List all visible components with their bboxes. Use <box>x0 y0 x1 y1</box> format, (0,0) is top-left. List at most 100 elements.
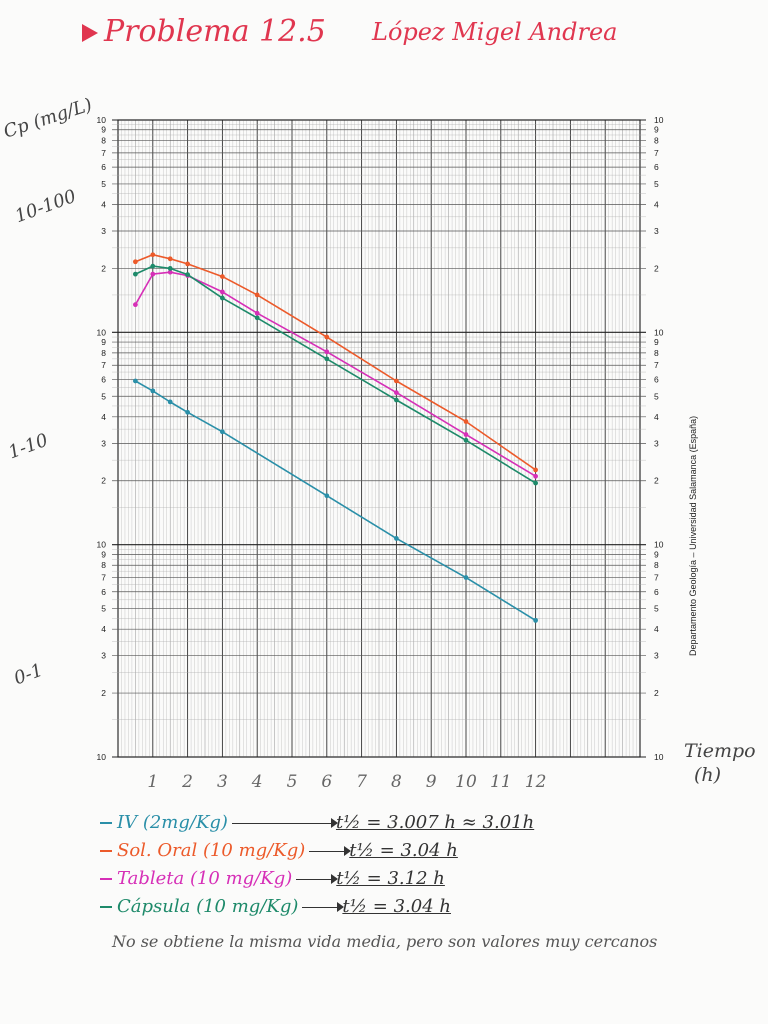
y-tick-label-right: 5 <box>654 391 659 401</box>
y-tick-label-right: 10 <box>654 327 664 337</box>
data-point <box>133 378 138 384</box>
data-point <box>150 388 156 394</box>
data-point <box>254 310 260 316</box>
y-tick-label-left: 2 <box>101 476 106 486</box>
y-tick-label-right: 6 <box>654 374 659 384</box>
y-tick-label-right: 10 <box>654 540 664 550</box>
data-point <box>133 259 138 265</box>
x-tick-label: 7 <box>356 772 367 792</box>
y-tick-label-left: 7 <box>101 148 106 158</box>
series-3 <box>133 263 538 486</box>
data-point <box>324 356 330 362</box>
y-tick-label-left: 10 <box>97 327 107 337</box>
x-tick-label: 1 <box>147 772 158 792</box>
y-tick-label-left: 10 <box>97 540 107 550</box>
series-0 <box>133 378 538 623</box>
x-tick-label: 2 <box>181 772 193 792</box>
x-axis-label: Tiempo <box>684 740 756 762</box>
arrow-icon <box>231 817 338 828</box>
x-tick-label: 6 <box>321 772 332 792</box>
page-title-text: Problema 12.5 <box>104 14 326 49</box>
legend-result: t½ = 3.04 h <box>349 840 458 861</box>
sheet-vertical-text: Departamento Geología – Universidad Sala… <box>688 415 698 656</box>
legend-item-capsula: Cápsula (10 mg/Kg) t½ = 3.04 h <box>100 896 451 917</box>
arrow-icon <box>309 845 352 856</box>
y-tick-label-right: 3 <box>654 651 659 661</box>
y-tick-label-right: 10 <box>654 115 664 125</box>
legend-label: IV (2mg/Kg) <box>117 812 228 833</box>
data-point <box>167 399 173 405</box>
legend-result: t½ = 3.12 h <box>336 868 445 889</box>
x-tick-label: 9 <box>426 772 437 792</box>
y-tick-label-right: 8 <box>654 136 659 146</box>
data-point <box>220 274 225 280</box>
data-point <box>133 271 138 277</box>
y-tick-label-left: 9 <box>101 337 106 347</box>
data-point <box>533 480 538 486</box>
data-point <box>167 266 173 271</box>
y-tick-label-left: 6 <box>101 162 106 172</box>
arrow-icon <box>302 901 345 912</box>
arrow-icon <box>296 873 339 884</box>
series-line <box>134 271 537 477</box>
y-tick-label-left: 9 <box>101 549 106 559</box>
y-tick-label-right: 5 <box>654 604 659 614</box>
y-tick-label-left: 2 <box>101 688 106 698</box>
legend-result: t½ = 3.04 h <box>342 896 451 917</box>
y-tick-label-right: 8 <box>654 348 659 358</box>
data-point <box>254 292 260 298</box>
data-point <box>463 437 469 443</box>
data-point <box>463 575 469 580</box>
series-line <box>135 265 537 484</box>
y-tick-label-right: 4 <box>654 624 659 634</box>
x-tick-label: 5 <box>287 772 298 792</box>
y-tick-label-right: 6 <box>654 587 659 597</box>
x-tick-label: 3 <box>217 772 228 792</box>
y-tick-label-right: 9 <box>654 549 659 559</box>
data-point <box>324 493 330 499</box>
data-point <box>167 256 173 262</box>
x-tick-label: 10 <box>455 772 477 792</box>
series-line <box>135 253 537 471</box>
series-2 <box>133 269 538 479</box>
y-tick-label-right: 3 <box>654 438 659 448</box>
y-tick-label-right: 7 <box>654 148 659 158</box>
legend-item-tableta: Tableta (10 mg/Kg) t½ = 3.12 h <box>100 868 445 889</box>
y-tick-label-right: 4 <box>654 412 659 422</box>
chart-series <box>133 252 538 623</box>
y-tick-label-left: 4 <box>101 199 106 209</box>
conclusion-note: No se obtiene la misma vida media, pero … <box>112 932 658 951</box>
y-tick-label-left: 5 <box>101 604 106 614</box>
y-tick-label-left: 7 <box>101 573 106 583</box>
legend-swatch <box>100 906 112 908</box>
data-point <box>533 617 538 623</box>
page-title: Problema 12.5 <box>82 14 326 49</box>
data-point <box>150 271 156 277</box>
author-name: López Migel Andrea <box>372 18 618 46</box>
data-point <box>394 378 399 384</box>
y-tick-label-right: 8 <box>654 560 659 570</box>
data-point <box>324 349 330 355</box>
legend-result: t½ = 3.007 h ≈ 3.01h <box>335 812 535 833</box>
data-point <box>150 252 156 258</box>
y-tick-label-left: 8 <box>101 348 106 358</box>
series-1 <box>133 252 538 473</box>
y-tick-label-right: 7 <box>654 360 659 370</box>
x-tick-label: 8 <box>391 772 402 792</box>
data-point <box>254 315 260 321</box>
data-point <box>220 295 225 301</box>
data-point <box>463 432 469 437</box>
data-point <box>533 467 538 473</box>
data-point <box>533 473 538 479</box>
y-tick-label-left: 8 <box>101 136 106 146</box>
arrow-icon <box>82 24 98 42</box>
y-tick-label-left: 6 <box>101 587 106 597</box>
data-point <box>394 397 399 403</box>
y-tick-label-left: 5 <box>101 391 106 401</box>
legend-swatch <box>100 822 112 824</box>
data-point <box>463 419 469 424</box>
x-tick-label: 4 <box>251 772 263 792</box>
y-tick-label-left: 10 <box>97 752 107 762</box>
legend-label: Cápsula (10 mg/Kg) <box>117 896 299 917</box>
